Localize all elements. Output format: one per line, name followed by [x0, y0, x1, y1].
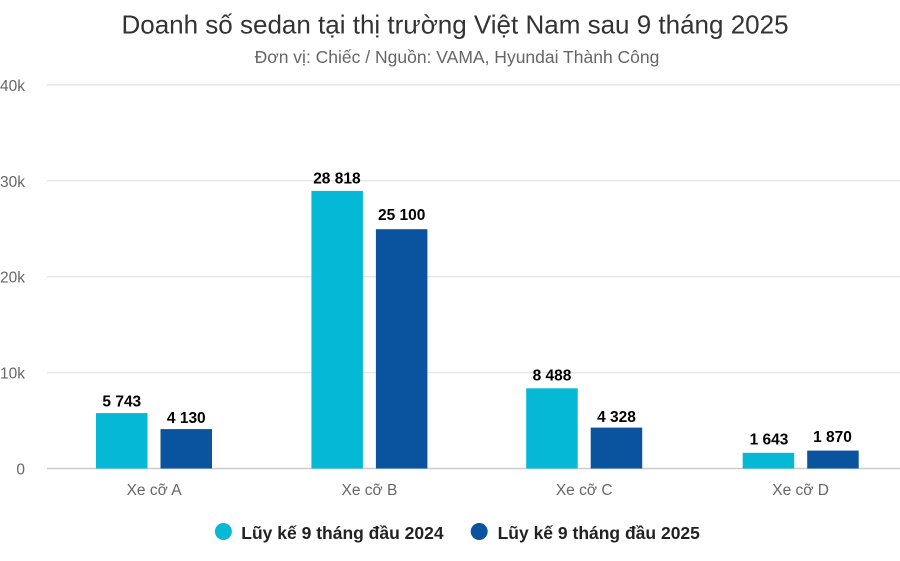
svg-text:1 870: 1 870 — [813, 429, 852, 446]
svg-text:40k: 40k — [0, 78, 25, 95]
svg-text:Lũy kế 9 tháng đầu 2025: Lũy kế 9 tháng đầu 2025 — [498, 523, 701, 543]
svg-text:Doanh số sedan tại thị trường: Doanh số sedan tại thị trường Việt Nam s… — [121, 10, 788, 40]
svg-text:Xe cỡ D: Xe cỡ D — [772, 482, 829, 499]
svg-text:Lũy kế 9 tháng đầu 2024: Lũy kế 9 tháng đầu 2024 — [241, 523, 444, 543]
svg-text:Đơn vị: Chiếc / Nguồn: VAMA, H: Đơn vị: Chiếc / Nguồn: VAMA, Hyundai Thà… — [255, 47, 660, 67]
svg-text:28 818: 28 818 — [313, 171, 361, 188]
svg-text:25 100: 25 100 — [378, 207, 425, 224]
svg-text:4 130: 4 130 — [167, 410, 206, 427]
svg-text:8 488: 8 488 — [533, 367, 572, 384]
svg-text:20k: 20k — [0, 270, 25, 287]
svg-text:30k: 30k — [0, 174, 25, 191]
svg-text:5 743: 5 743 — [102, 394, 141, 411]
svg-text:Xe cỡ C: Xe cỡ C — [556, 482, 613, 499]
svg-text:1 643: 1 643 — [750, 431, 789, 448]
svg-text:10k: 10k — [0, 366, 25, 383]
svg-text:4 328: 4 328 — [597, 409, 636, 426]
svg-text:Xe cỡ A: Xe cỡ A — [127, 482, 183, 499]
svg-text:0: 0 — [16, 462, 25, 479]
svg-text:Xe cỡ B: Xe cỡ B — [341, 482, 397, 499]
